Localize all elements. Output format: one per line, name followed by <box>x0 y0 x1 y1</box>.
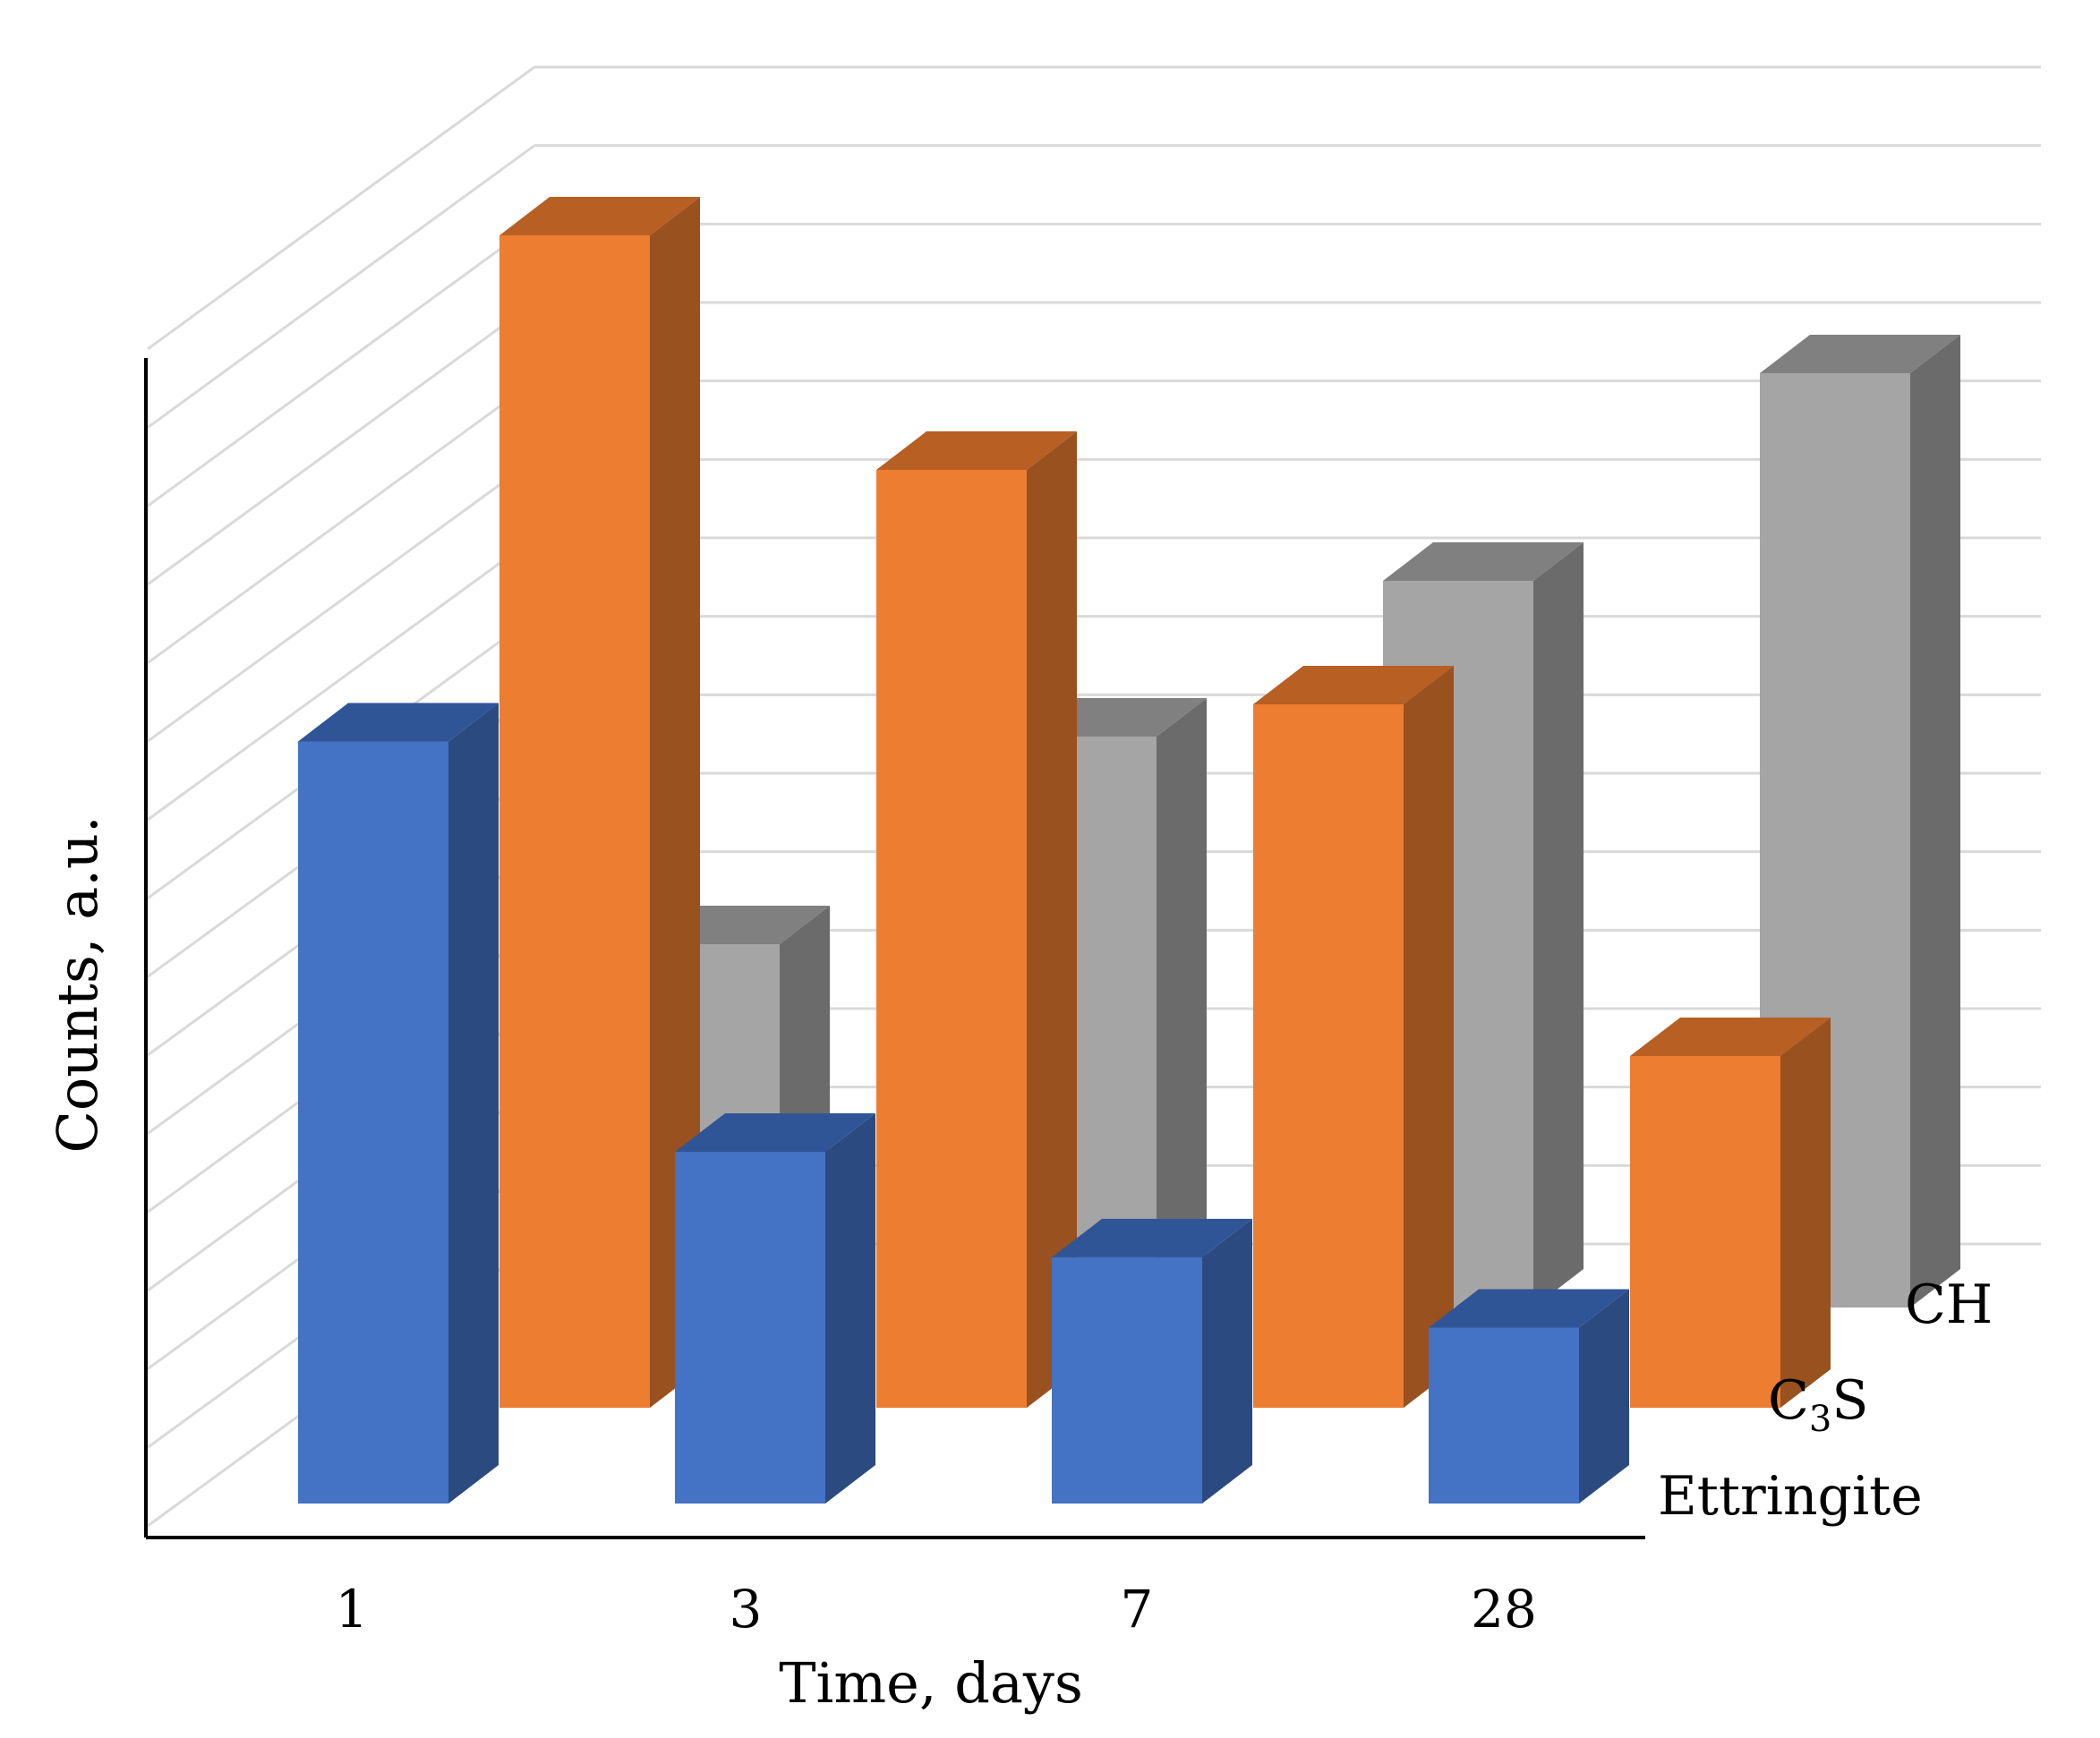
bar-side <box>1533 542 1584 1308</box>
bar-side <box>1027 431 1077 1408</box>
bar-top <box>298 703 499 742</box>
bar-front <box>499 235 650 1408</box>
x-tick-label: 1 <box>336 1579 369 1640</box>
bar-front <box>876 470 1027 1408</box>
bar-ettringite-28 <box>1429 1289 1629 1504</box>
bar-top <box>1630 1018 1831 1056</box>
x-tick-label: 7 <box>1121 1579 1154 1640</box>
bar-c3s-7 <box>1253 666 1454 1408</box>
side-gridline <box>147 301 535 586</box>
side-gridline <box>147 379 535 664</box>
bar-c3s-1 <box>499 197 700 1408</box>
bar-side <box>1157 698 1207 1308</box>
bar-ettringite-3 <box>675 1113 875 1504</box>
bar-front <box>1253 704 1404 1408</box>
bar-side <box>1780 1018 1831 1408</box>
bar-side <box>1202 1218 1252 1504</box>
bar-side <box>650 197 700 1408</box>
bars <box>298 197 1960 1504</box>
bar-c3s-3 <box>876 431 1077 1408</box>
bar-top <box>675 1113 875 1152</box>
bar-top <box>1253 666 1454 704</box>
bar-side <box>448 703 499 1504</box>
bar-ettringite-7 <box>1052 1218 1252 1504</box>
bar-front <box>1429 1327 1579 1504</box>
labels: Counts, a.u. Time, days 1 3 7 28 Ettringite C… <box>45 815 1993 1716</box>
bar-c3s-28 <box>1630 1018 1831 1408</box>
bar-side <box>825 1113 875 1504</box>
series-label-ch: CH <box>1905 1274 1993 1336</box>
bar-front <box>1630 1056 1780 1408</box>
y-axis-title: Counts, a.u. <box>45 815 110 1153</box>
side-gridline <box>147 458 535 743</box>
bar-side <box>1579 1289 1629 1504</box>
bar-top <box>1429 1289 1629 1328</box>
bar-front <box>298 741 448 1504</box>
axes <box>144 358 1645 1539</box>
series-label-ettringite: Ettringite <box>1658 1465 1923 1528</box>
bar-front <box>675 1152 825 1504</box>
bar-top <box>499 197 700 235</box>
bar-front <box>1052 1257 1202 1504</box>
series-label-c3s: C3S <box>1768 1369 1868 1440</box>
bar-top <box>876 431 1077 470</box>
side-gridline <box>147 144 535 429</box>
bar-side <box>1910 335 1960 1308</box>
bar-top <box>1383 542 1584 581</box>
x-tick-label: 28 <box>1471 1579 1537 1640</box>
bar-side <box>1404 666 1454 1408</box>
side-gridline <box>147 223 535 507</box>
bar-top <box>1760 335 1960 373</box>
bar-top <box>1052 1218 1252 1257</box>
x-tick-label: 3 <box>730 1579 763 1640</box>
side-gridline <box>147 65 535 351</box>
x-axis-title: Time, days <box>779 1650 1083 1716</box>
side-gridline <box>147 536 535 822</box>
bar-ettringite-1 <box>298 703 499 1504</box>
